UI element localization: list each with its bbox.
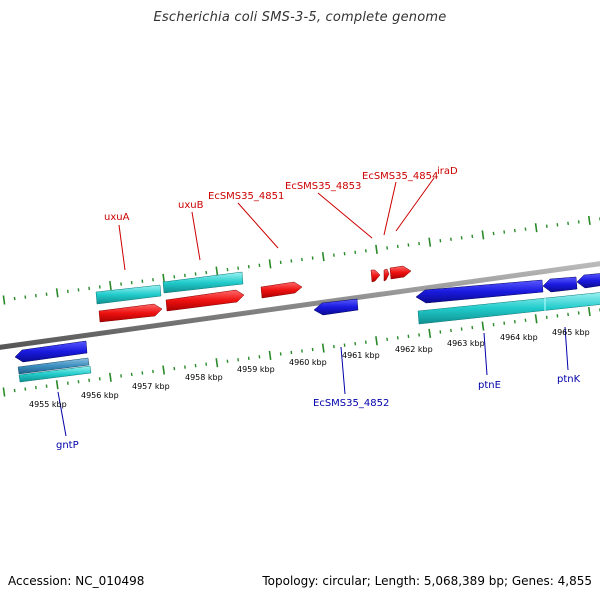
inner-tick-track [2, 306, 600, 397]
cds-feature [415, 279, 544, 304]
gene-feature [417, 292, 600, 325]
cds-feature [165, 289, 245, 312]
tick-mark [534, 314, 538, 324]
tick-mark [587, 306, 591, 317]
label-leader [317, 192, 373, 239]
kbp-label: 4960 kbp [289, 358, 327, 367]
kbp-label: 4964 kbp [500, 333, 538, 342]
gene-label-ptnk: ptnK [557, 374, 581, 385]
tick-mark [321, 343, 325, 353]
cds-feature [14, 340, 88, 363]
label-leader [191, 211, 201, 261]
gene-label-uxub: uxuB [178, 200, 204, 211]
label-leader [383, 181, 397, 236]
gene-feature [17, 357, 90, 375]
tick-mark [428, 237, 432, 247]
tick-mark [428, 328, 432, 338]
label-leader [237, 202, 279, 249]
accession-text: Accession: NC_010498 [8, 574, 145, 588]
tick-mark [162, 365, 166, 375]
genome-summary-text: Topology: circular; Length: 5,068,389 bp… [262, 574, 592, 588]
kbp-labels: 4955 kbp 4956 kbp 4957 kbp 4958 kbp 4959… [29, 328, 590, 409]
tick-mark [215, 358, 219, 368]
gene-label-gntp: gntP [56, 440, 79, 451]
label-leader [340, 346, 346, 395]
bottom-gene-labels: gntP EcSMS35_4852 ptnE ptnK [56, 326, 581, 451]
tick-mark [481, 230, 485, 240]
label-leader [118, 224, 126, 271]
tick-mark [2, 295, 6, 305]
kbp-label: 4961 kbp [342, 351, 380, 360]
gene-label-ecsms35-4854: EcSMS35_4854 [362, 171, 438, 182]
label-leader [57, 391, 67, 437]
cds-feature [576, 273, 600, 289]
kbp-label: 4955 kbp [29, 400, 67, 409]
cds-feature [260, 281, 303, 299]
gene-label-uxua: uxuA [104, 212, 130, 223]
tick-mark [375, 244, 378, 254]
tick-mark [55, 380, 59, 390]
kbp-label: 4963 kbp [447, 339, 485, 348]
cds-feature [542, 276, 578, 293]
map-title: Escherichia coli SMS-3-5, complete genom… [153, 10, 447, 25]
kbp-label: 4962 kbp [395, 345, 433, 354]
gene-label-ecsms35-4851: EcSMS35_4851 [208, 191, 284, 202]
top-gene-labels: uxuA uxuB EcSMS35_4851 EcSMS35_4853 EcSM… [104, 166, 458, 271]
tick-mark [162, 273, 166, 283]
tick-mark [321, 252, 325, 262]
label-leader [564, 326, 569, 371]
tick-mark [587, 215, 591, 226]
gene-label-ecsms35-4852: EcSMS35_4852 [313, 398, 389, 409]
kbp-label: 4957 kbp [132, 382, 170, 391]
gene-label-ptne: ptnE [478, 380, 501, 391]
tick-mark [2, 387, 6, 397]
gene-feature [18, 365, 92, 383]
cds-feature [383, 268, 390, 282]
label-leader [395, 177, 435, 232]
label-leader [483, 332, 488, 376]
cds-feature [98, 303, 163, 323]
gene-label-ecsms35-4853: EcSMS35_4853 [285, 181, 361, 192]
kbp-label: 4956 kbp [81, 391, 119, 400]
gene-feature [95, 284, 162, 305]
cds-feature [370, 269, 381, 283]
tick-mark [109, 280, 112, 291]
tick-mark [215, 266, 219, 276]
tick-mark [109, 372, 112, 382]
genome-backbone [0, 261, 600, 350]
cds-feature [389, 265, 412, 280]
gene-label-irad: iraD [437, 166, 458, 177]
kbp-label: 4965 kbp [552, 328, 590, 337]
kbp-label: 4958 kbp [185, 373, 223, 382]
kbp-label: 4959 kbp [237, 365, 275, 374]
tick-mark [481, 321, 485, 331]
tick-mark [268, 350, 272, 360]
gene-feature [162, 271, 244, 294]
outer-tick-track [2, 215, 600, 305]
tick-mark [375, 336, 378, 346]
tick-mark [55, 288, 59, 298]
cds-feature [313, 298, 359, 316]
tick-mark [268, 259, 272, 269]
tick-mark [534, 223, 538, 233]
